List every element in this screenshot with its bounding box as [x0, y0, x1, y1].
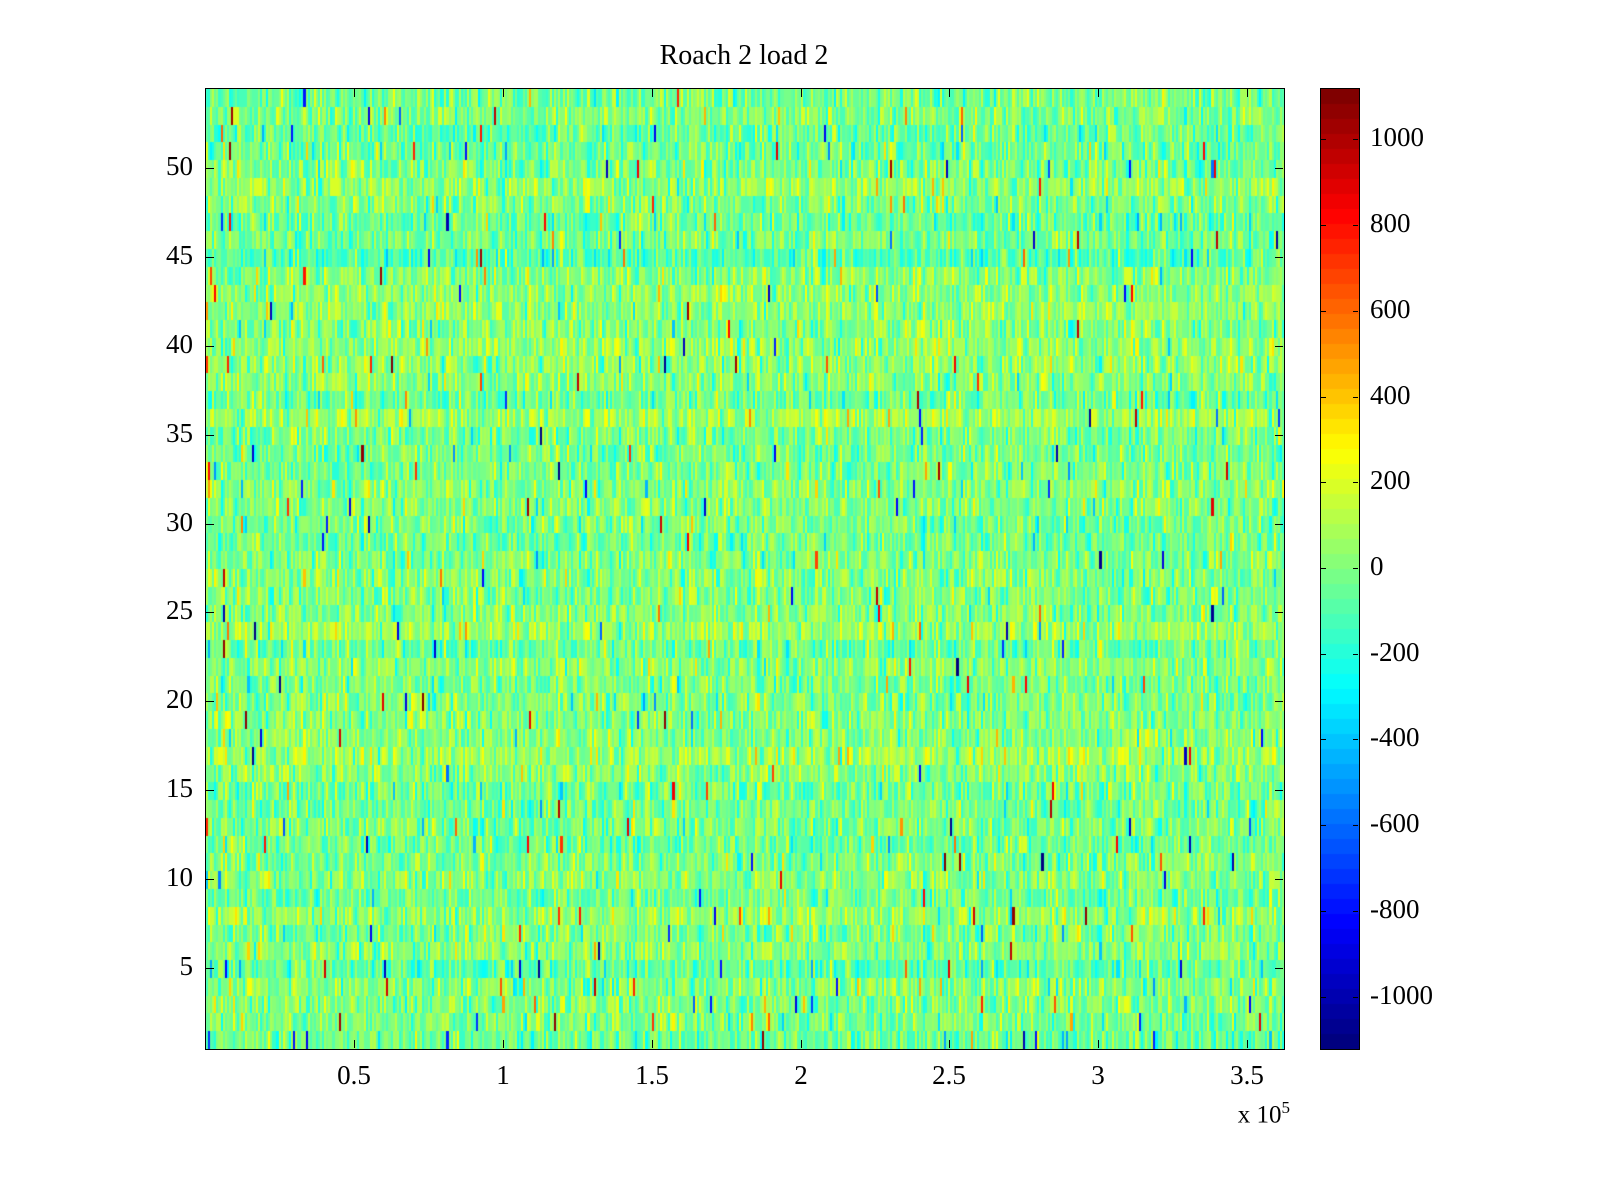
colorbar-tick-label: 400 [1370, 380, 1411, 410]
colorbar-canvas [1321, 89, 1359, 1049]
colorbar-tick [1353, 225, 1358, 226]
colorbar-tick-left [1321, 568, 1326, 569]
colorbar-tick [1353, 568, 1358, 569]
y-tick [206, 790, 214, 791]
plot-area [205, 88, 1285, 1050]
colorbar [1320, 88, 1360, 1050]
x-tick-label: 2.5 [932, 1060, 966, 1090]
x-tick-label: 3.5 [1230, 1060, 1264, 1090]
y-tick-right [1275, 612, 1283, 613]
colorbar-tick-label: 200 [1370, 465, 1411, 495]
colorbar-tick-left [1321, 654, 1326, 655]
colorbar-tick-left [1321, 911, 1326, 912]
y-tick-right [1275, 790, 1283, 791]
x-tick-top [801, 89, 802, 97]
x-tick-top [1098, 89, 1099, 97]
colorbar-tick-label: -1000 [1370, 980, 1433, 1010]
heatmap-canvas [206, 89, 1284, 1049]
colorbar-tick [1353, 825, 1358, 826]
x-axis-multiplier-exponent: 5 [1281, 1098, 1291, 1117]
x-tick [1247, 1040, 1248, 1048]
colorbar-tick [1353, 482, 1358, 483]
colorbar-tick-label: 800 [1370, 208, 1411, 238]
y-tick [206, 168, 214, 169]
colorbar-tick-left [1321, 397, 1326, 398]
colorbar-tick-label: 0 [1370, 551, 1384, 581]
x-tick-top [503, 89, 504, 97]
x-tick-label: 0.5 [337, 1060, 371, 1090]
x-tick [801, 1040, 802, 1048]
y-tick-label: 15 [166, 773, 193, 803]
x-tick [949, 1040, 950, 1048]
y-tick-label: 5 [179, 951, 194, 981]
chart-title: Roach 2 load 2 [659, 40, 829, 71]
colorbar-tick-left [1321, 139, 1326, 140]
y-tick [206, 524, 214, 525]
colorbar-tick-label: -600 [1370, 808, 1420, 838]
colorbar-tick-left [1321, 825, 1326, 826]
x-axis-multiplier: x 105 [1150, 1098, 1290, 1129]
x-axis-multiplier-prefix: x 10 [1237, 1101, 1282, 1129]
colorbar-tick [1353, 911, 1358, 912]
x-tick-top [1247, 89, 1248, 97]
x-tick [652, 1040, 653, 1048]
x-tick [1098, 1040, 1099, 1048]
y-tick-right [1275, 524, 1283, 525]
y-tick-right [1275, 968, 1283, 969]
y-tick-right [1275, 435, 1283, 436]
colorbar-tick-left [1321, 739, 1326, 740]
x-tick-label: 1.5 [635, 1060, 669, 1090]
x-tick-label: 1 [496, 1060, 510, 1090]
y-tick-label: 40 [166, 329, 193, 359]
x-tick-top [652, 89, 653, 97]
colorbar-tick-left [1321, 482, 1326, 483]
y-tick-label: 50 [166, 151, 193, 181]
y-tick-label: 30 [166, 507, 193, 537]
colorbar-tick-left [1321, 997, 1326, 998]
colorbar-tick [1353, 739, 1358, 740]
colorbar-tick-left [1321, 311, 1326, 312]
y-tick [206, 346, 214, 347]
colorbar-tick-label: 600 [1370, 294, 1411, 324]
y-tick-right [1275, 346, 1283, 347]
x-tick [354, 1040, 355, 1048]
y-tick [206, 435, 214, 436]
x-tick-label: 2 [794, 1060, 808, 1090]
colorbar-tick [1353, 397, 1358, 398]
x-tick-top [354, 89, 355, 97]
colorbar-tick [1353, 139, 1358, 140]
y-tick [206, 879, 214, 880]
colorbar-tick [1353, 654, 1358, 655]
colorbar-tick-left [1321, 225, 1326, 226]
y-tick-right [1275, 168, 1283, 169]
colorbar-tick [1353, 997, 1358, 998]
x-tick-label: 3 [1091, 1060, 1105, 1090]
y-tick-right [1275, 701, 1283, 702]
y-tick-right [1275, 257, 1283, 258]
colorbar-tick-label: -200 [1370, 637, 1420, 667]
y-tick [206, 701, 214, 702]
y-tick [206, 257, 214, 258]
y-tick [206, 612, 214, 613]
colorbar-tick [1353, 311, 1358, 312]
colorbar-tick-label: -400 [1370, 722, 1420, 752]
y-tick-label: 10 [166, 862, 193, 892]
colorbar-tick-label: 1000 [1370, 122, 1424, 152]
x-tick-top [949, 89, 950, 97]
y-tick-label: 35 [166, 418, 193, 448]
y-tick-label: 20 [166, 684, 193, 714]
colorbar-tick-label: -800 [1370, 894, 1420, 924]
y-tick-label: 45 [166, 240, 193, 270]
y-tick-right [1275, 879, 1283, 880]
x-tick [503, 1040, 504, 1048]
y-tick [206, 968, 214, 969]
y-tick-label: 25 [166, 595, 193, 625]
